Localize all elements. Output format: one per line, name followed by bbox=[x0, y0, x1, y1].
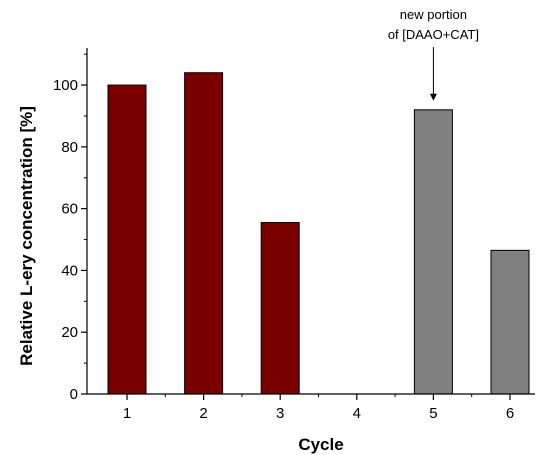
axes-group bbox=[86, 48, 535, 395]
x-ticks-group: 1 2 3 4 5 6 bbox=[123, 394, 514, 422]
x-tick-label: 4 bbox=[353, 405, 361, 422]
bar-cycle-1 bbox=[107, 84, 147, 395]
x-tick-label: 3 bbox=[276, 405, 284, 422]
x-tick-label: 1 bbox=[123, 405, 131, 422]
x-axis-title: Cycle bbox=[298, 435, 343, 454]
bar-cycle-2 bbox=[184, 72, 224, 395]
y-tick-label: 40 bbox=[61, 262, 78, 279]
bar-cycle-5 bbox=[413, 109, 453, 395]
bar-cycle-6 bbox=[490, 249, 530, 395]
y-tick-label: 20 bbox=[61, 324, 78, 341]
x-tick-label: 5 bbox=[429, 405, 437, 422]
bar-cycle-3 bbox=[260, 222, 300, 395]
y-tick-label: 80 bbox=[61, 139, 78, 156]
x-tick-label: 6 bbox=[506, 405, 514, 422]
y-tick-label: 60 bbox=[61, 201, 78, 218]
y-axis-title: Relative L-ery concentration [%] bbox=[17, 106, 36, 366]
annotation-group: new portion of [DAAO+CAT] bbox=[388, 7, 479, 101]
y-ticks-group: 0 20 40 60 80 100 bbox=[53, 53, 87, 403]
y-tick-label: 100 bbox=[53, 77, 78, 94]
x-tick-label: 2 bbox=[199, 405, 207, 422]
annotation-line-1: new portion bbox=[400, 7, 467, 22]
annotation-arrow-head bbox=[429, 93, 437, 101]
bars-group bbox=[107, 72, 530, 395]
annotation-line-2: of [DAAO+CAT] bbox=[388, 27, 479, 42]
y-tick-label: 0 bbox=[70, 386, 78, 403]
